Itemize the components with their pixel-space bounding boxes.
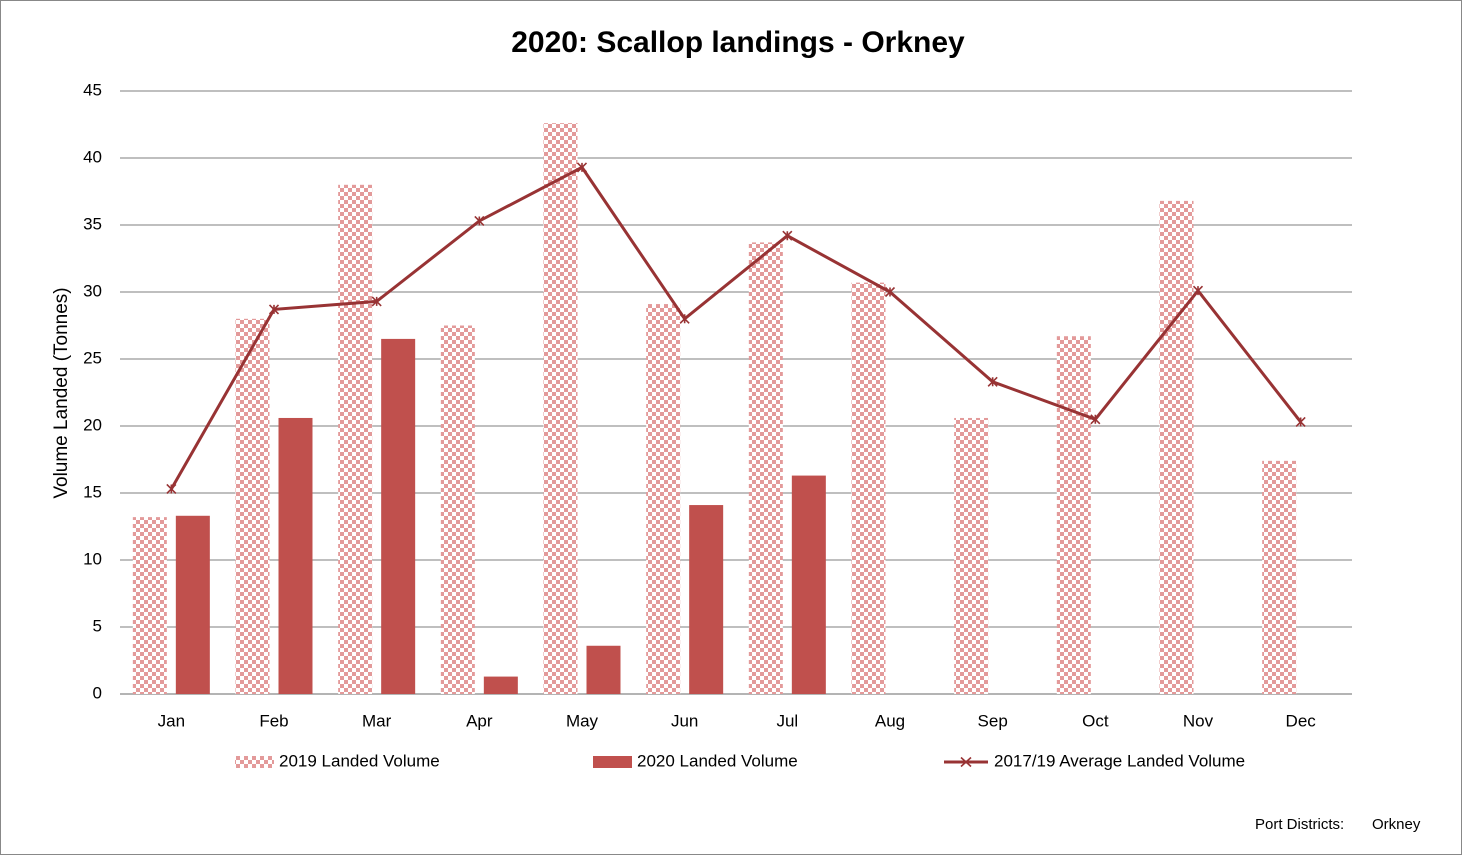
line-marker	[1090, 414, 1101, 425]
line-marker	[987, 376, 998, 387]
x-tick-label: Nov	[1183, 711, 1214, 730]
bar	[132, 517, 167, 694]
x-tick-label: Aug	[875, 711, 905, 730]
bar	[175, 515, 210, 694]
bar	[1056, 336, 1091, 694]
bar	[483, 676, 518, 694]
legend-label: 2017/19 Average Landed Volume	[994, 751, 1245, 770]
legend-label: 2020 Landed Volume	[637, 751, 798, 770]
line-marker	[576, 162, 588, 173]
line-marker	[782, 230, 793, 241]
footer-label: Port Districts:	[1255, 816, 1344, 833]
bar	[235, 318, 270, 694]
y-tick-label: 5	[93, 616, 102, 635]
bar	[689, 505, 724, 694]
bar	[851, 282, 886, 694]
line-marker	[884, 286, 896, 298]
y-tick-label: 10	[83, 549, 102, 568]
bar	[1262, 460, 1297, 694]
line-marker	[1192, 285, 1204, 296]
y-tick-label: 0	[93, 683, 102, 702]
chart-title: 2020: Scallop landings - Orkney	[511, 26, 965, 59]
y-tick-label: 25	[83, 348, 102, 367]
y-axis-label: Volume Landed (Tonnes)	[51, 287, 72, 498]
line-marker	[268, 304, 280, 315]
y-tick-label: 15	[83, 482, 102, 501]
y-tick-label: 40	[83, 147, 102, 166]
legend-swatch	[960, 756, 972, 768]
line-marker	[371, 296, 382, 307]
bar	[278, 417, 313, 694]
x-tick-label: Jan	[158, 711, 185, 730]
y-tick-label: 45	[83, 80, 102, 99]
legend-swatch	[235, 756, 274, 768]
bar	[543, 123, 578, 694]
bar	[381, 338, 416, 694]
line-marker	[474, 215, 485, 227]
y-tick-label: 30	[83, 281, 102, 300]
x-tick-label: Oct	[1082, 711, 1109, 730]
x-tick-label: Apr	[466, 711, 493, 730]
bar	[646, 304, 681, 694]
footer-value: Orkney	[1372, 816, 1421, 833]
line-series	[170, 165, 1302, 490]
x-tick-label: Jul	[776, 711, 798, 730]
x-tick-label: Jun	[671, 711, 698, 730]
bar	[1159, 200, 1194, 694]
bar	[440, 325, 475, 694]
legend-swatch	[593, 756, 632, 768]
bar	[586, 645, 621, 694]
bar	[748, 242, 783, 695]
bar	[954, 417, 989, 694]
x-tick-label: May	[566, 711, 599, 730]
legend-label: 2019 Landed Volume	[279, 751, 440, 770]
bar	[338, 184, 373, 695]
x-tick-label: Mar	[362, 711, 392, 730]
bar	[791, 475, 826, 694]
x-tick-label: Dec	[1286, 711, 1317, 730]
line-marker	[679, 313, 690, 324]
y-tick-label: 35	[83, 214, 102, 233]
x-tick-label: Sep	[978, 711, 1008, 730]
x-tick-label: Feb	[259, 711, 288, 730]
line-marker	[1295, 416, 1306, 428]
line-marker	[166, 483, 177, 495]
y-tick-label: 20	[83, 415, 102, 434]
